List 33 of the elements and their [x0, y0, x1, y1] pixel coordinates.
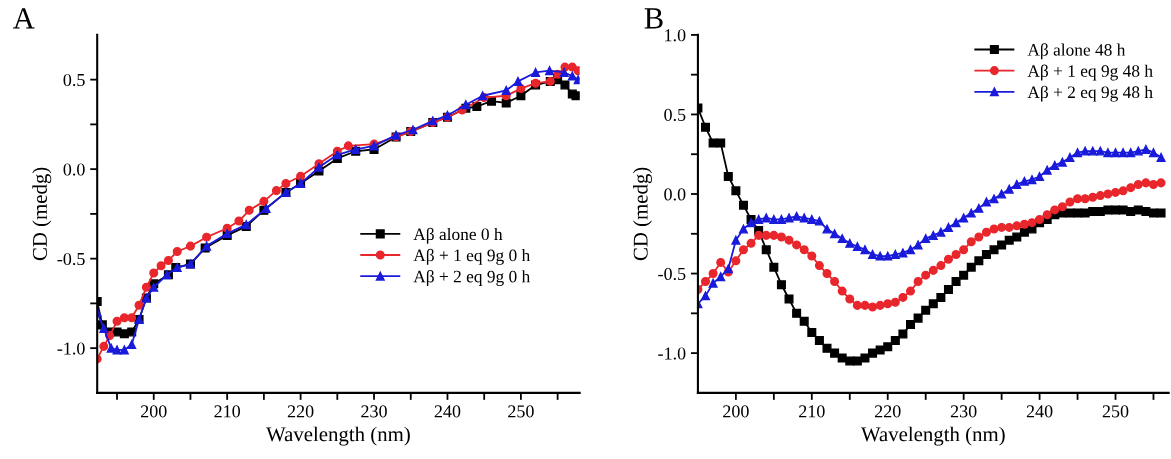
- x-tick-label: 210: [214, 405, 241, 418]
- x-tick-label: 250: [508, 405, 534, 418]
- y-tick-label: 0.0: [664, 188, 686, 201]
- x-tick-label: 240: [434, 405, 461, 418]
- x-tick-label: 240: [1026, 405, 1053, 418]
- y-tick-label: -1.0: [57, 342, 85, 355]
- x-tick-label: 200: [140, 405, 167, 418]
- x-tick-label: 220: [874, 405, 901, 418]
- y-axis-title: CD (medg): [633, 167, 652, 261]
- x-tick-label: 230: [361, 405, 387, 418]
- y-tick-label: 0.5: [664, 108, 686, 121]
- chart-title: B: [644, 8, 663, 29]
- y-axis-title: CD (medg): [32, 167, 52, 261]
- chart-title: A: [13, 8, 35, 29]
- y-tick-label: 0.5: [63, 73, 85, 87]
- y-tick-label: -0.5: [57, 252, 85, 266]
- legend-label: Aβ + 2 eq 9g 0 h: [413, 270, 531, 286]
- x-axis-title: Wavelength (nm): [860, 426, 1005, 446]
- x-tick-label: 200: [723, 405, 749, 418]
- x-tick-label: 210: [799, 405, 825, 418]
- x-tick-label: 220: [287, 405, 314, 418]
- legend-label: Aβ + 1 eq 9g 48 h: [1027, 64, 1153, 81]
- y-tick-label: 1.0: [665, 29, 686, 42]
- legend-label: Aβ + 2 eq 9g 48 h: [1027, 85, 1153, 102]
- y-tick-label: 0.0: [63, 163, 85, 176]
- x-tick-label: 230: [950, 405, 977, 418]
- x-tick-label: 250: [1102, 405, 1129, 418]
- y-tick-label: -0.5: [658, 267, 686, 281]
- x-axis-title: Wavelength (nm): [266, 426, 410, 446]
- legend-label: Aβ alone 0 h: [413, 227, 503, 244]
- y-tick-label: -1.0: [658, 347, 686, 360]
- legend-label: Aβ + 1 eq 9g 0 h: [413, 248, 531, 265]
- legend-label: Aβ alone 48 h: [1027, 43, 1126, 60]
